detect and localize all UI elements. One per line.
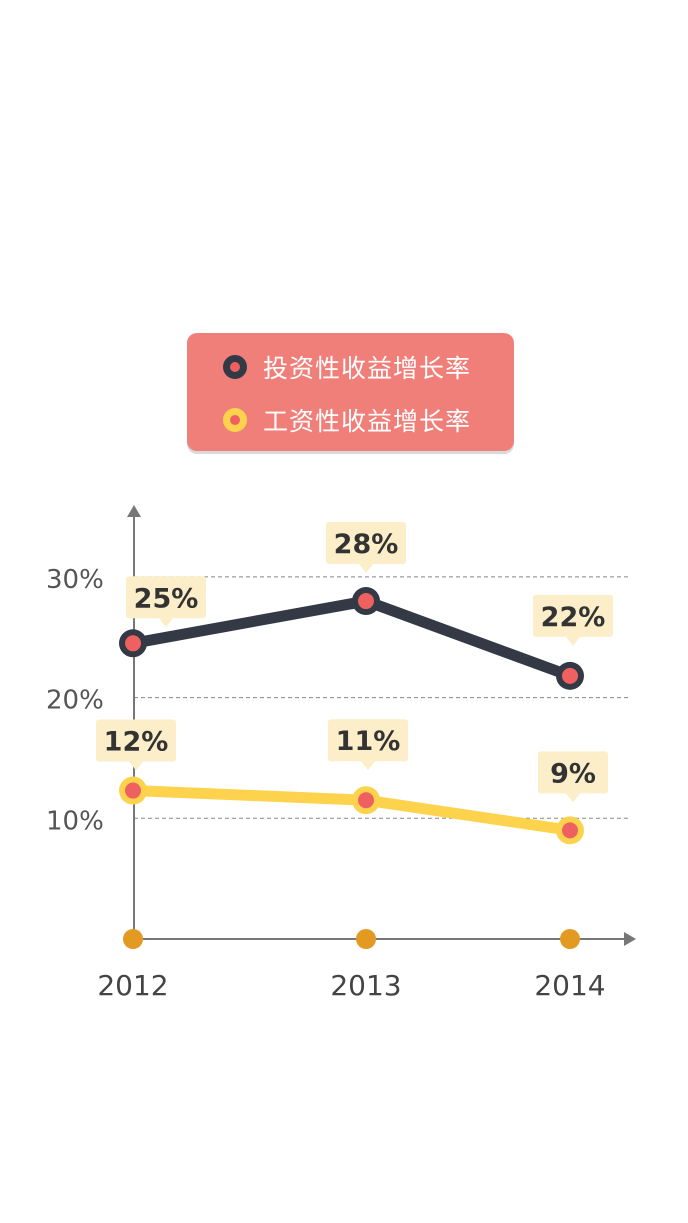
x-tick-label: 2013 — [330, 969, 401, 1002]
data-label: 9% — [550, 758, 596, 789]
y-tick-label: 30% — [46, 565, 104, 595]
data-label-bg — [533, 594, 613, 637]
data-label-pointer — [361, 761, 375, 771]
x-axis-arrow-icon — [624, 932, 636, 946]
data-label: 22% — [541, 602, 606, 633]
y-axis-arrow-icon — [127, 505, 141, 517]
data-label-pointer — [159, 618, 173, 628]
legend: 投资性收益增长率 工资性收益增长率 — [187, 333, 514, 451]
x-tick-dot — [560, 929, 580, 949]
data-label-pointer — [566, 793, 580, 803]
legend-label: 工资性收益增长率 — [263, 407, 472, 436]
series-line — [127, 785, 576, 836]
data-point — [125, 635, 141, 652]
data-label-pointer — [566, 636, 580, 646]
data-label: 28% — [334, 529, 399, 560]
data-label: 25% — [134, 583, 199, 614]
data-label-pointer — [359, 564, 373, 574]
data-label-bg — [328, 719, 408, 762]
data-label-pointer — [129, 761, 143, 771]
data-label: 12% — [104, 727, 169, 758]
data-point — [125, 782, 141, 799]
legend-marker-dark-ring — [223, 355, 247, 379]
data-label-bg — [326, 522, 406, 565]
legend-item-wage: 工资性收益增长率 — [223, 400, 471, 440]
legend-label: 投资性收益增长率 — [263, 354, 472, 383]
legend-item-investment: 投资性收益增长率 — [223, 347, 471, 387]
data-label-bg — [126, 576, 206, 619]
y-tick-label: 10% — [46, 806, 104, 836]
legend-marker-yellow-ring — [223, 408, 247, 432]
data-point — [358, 792, 374, 809]
y-tick-label: 20% — [46, 686, 104, 716]
x-tick-label: 2012 — [97, 969, 168, 1002]
data-label-bg — [538, 751, 608, 794]
data-point — [562, 667, 578, 684]
x-tick-dot — [356, 929, 376, 949]
data-point — [562, 822, 578, 839]
data-label-bg — [96, 719, 176, 762]
x-tick-label: 2014 — [534, 969, 605, 1002]
x-tick-dot — [123, 929, 143, 949]
data-label: 11% — [336, 726, 401, 757]
data-point — [358, 593, 374, 610]
